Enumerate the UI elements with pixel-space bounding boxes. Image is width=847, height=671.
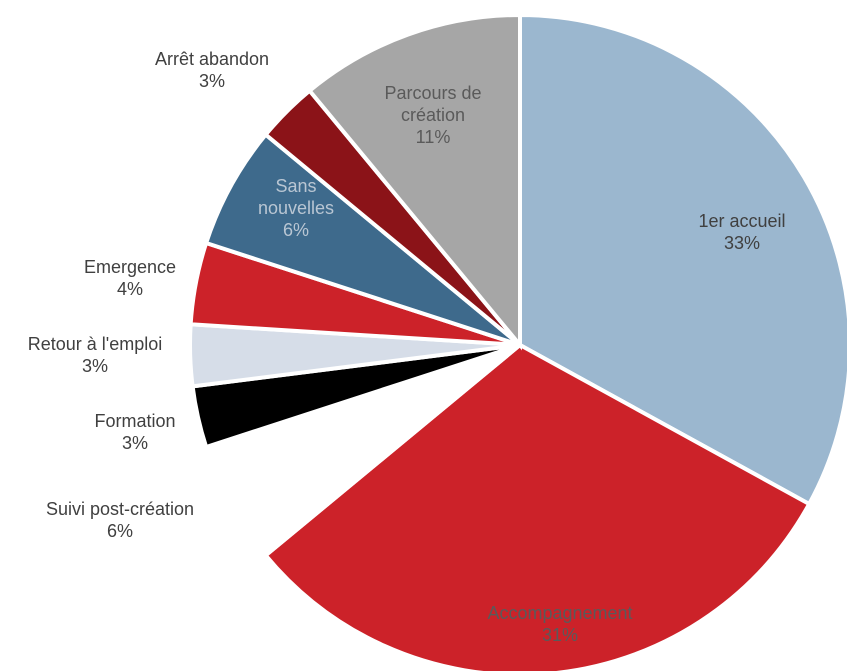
slice-label: Arrêt abandon 3% xyxy=(122,48,302,92)
value-label: 31% xyxy=(541,625,579,645)
category-label: Formation xyxy=(94,411,176,431)
pie-slice xyxy=(203,343,522,559)
value-label: 6% xyxy=(106,521,133,541)
value-label: 4% xyxy=(116,279,143,299)
slice-label: Parcours de création 11% xyxy=(358,82,508,148)
pie-slice xyxy=(203,131,522,347)
category-label: Suivi post-création xyxy=(45,499,195,519)
pie-slice xyxy=(262,342,812,671)
slice-label: Suivi post-création 6% xyxy=(10,498,230,542)
value-label: 33% xyxy=(723,233,761,253)
value-label: 3% xyxy=(81,356,108,376)
slice-label: Emergence 4% xyxy=(60,256,200,300)
slice-label: Accompagnement 31% xyxy=(460,602,660,646)
value-label: 6% xyxy=(282,220,309,240)
value-label: 3% xyxy=(198,71,225,91)
category-label: Accompagnement xyxy=(487,603,633,623)
category-label: Sans nouvelles xyxy=(257,176,335,218)
pie-slice xyxy=(306,12,522,351)
category-label: Retour à l'emploi xyxy=(27,334,163,354)
slice-label: Sans nouvelles 6% xyxy=(249,175,344,241)
slice-label: Formation 3% xyxy=(65,410,205,454)
category-label: Emergence xyxy=(83,257,177,277)
slice-label: Retour à l'emploi 3% xyxy=(0,333,195,377)
value-label: 11% xyxy=(415,127,451,147)
category-label: Parcours de création xyxy=(384,83,482,125)
category-label: 1er accueil xyxy=(698,211,786,231)
category-label: Arrêt abandon xyxy=(154,49,270,69)
pie-slice xyxy=(518,12,847,507)
value-label: 3% xyxy=(121,433,148,453)
slice-label: 1er accueil 33% xyxy=(672,210,812,254)
